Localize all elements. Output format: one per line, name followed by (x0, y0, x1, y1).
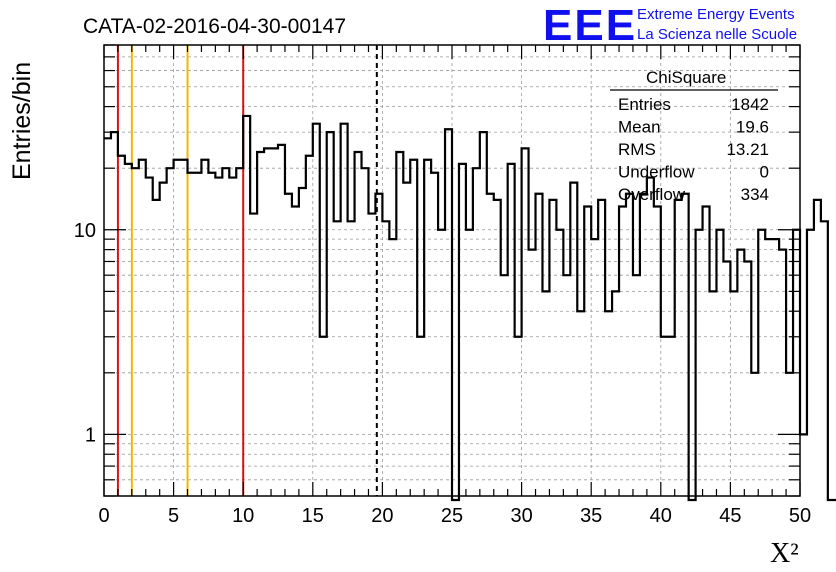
x-tick-label: 50 (789, 505, 811, 527)
stats-value: 13.21 (726, 140, 769, 159)
y-axis-title: Entries/bin (8, 62, 36, 180)
x-tick-label: 20 (371, 505, 393, 527)
logo-line-1: Extreme Energy Events (637, 6, 795, 23)
stats-value: 1842 (731, 95, 769, 114)
chart-title: CATA-02-2016-04-30-00147 (83, 15, 346, 38)
stats-rows: Entries 1842 Mean 19.6 RMS 13.21 Underflow 0 Ove… (618, 95, 769, 204)
stats-value: 19.6 (736, 118, 769, 137)
axis-ticks-layer: 0 5 10 15 20 25 30 35 40 45 50 1 10 (74, 44, 811, 527)
y-tick-label: 1 (85, 424, 96, 446)
histogram-line (104, 114, 836, 502)
stats-name: ChiSquare (646, 68, 726, 87)
x-tick-label: 30 (510, 505, 532, 527)
reference-lines-layer (116, 45, 378, 496)
x-tick-label: 45 (719, 505, 741, 527)
stats-label: Entries (618, 95, 671, 114)
x-tick-label: 5 (168, 505, 179, 527)
stats-value: 334 (741, 185, 769, 204)
logo-mark: EEE (543, 1, 637, 50)
stats-box: ChiSquare Entries 1842 Mean 19.6 RMS 13.21 Und… (610, 68, 778, 204)
logo-line-2: La Scienza nelle Scuole (637, 26, 797, 43)
x-tick-label: 15 (302, 505, 324, 527)
histogram-layer (104, 114, 836, 502)
stats-label: Underflow (618, 163, 695, 182)
x-tick-label: 35 (580, 505, 602, 527)
stats-label: Overflow (618, 185, 686, 204)
stats-label: RMS (618, 140, 656, 159)
x-tick-label: 10 (232, 505, 254, 527)
stats-value: 0 (760, 163, 769, 182)
x-tick-label: 0 (98, 505, 109, 527)
x-tick-label: 25 (441, 505, 463, 527)
stats-label: Mean (618, 118, 661, 137)
eee-logo: EEE Extreme Energy Events La Scienza nel… (543, 1, 797, 50)
x-axis-title: X² (770, 538, 799, 569)
y-tick-label: 10 (74, 220, 96, 242)
x-tick-label: 40 (650, 505, 672, 527)
